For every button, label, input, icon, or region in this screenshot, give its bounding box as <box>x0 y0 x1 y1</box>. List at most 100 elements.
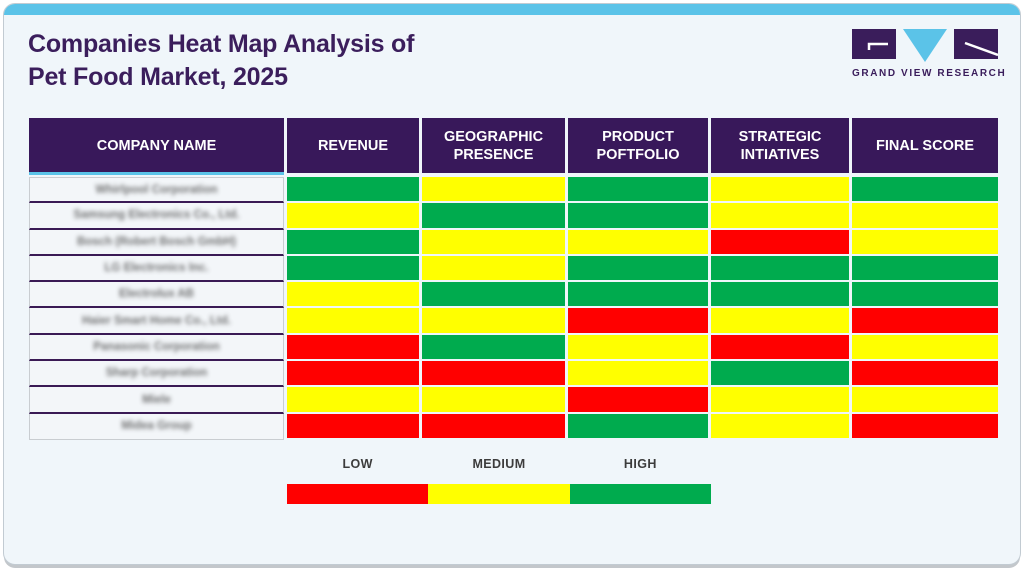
heat-swatch <box>711 255 849 281</box>
heat-swatch <box>852 229 998 254</box>
heat-swatch <box>568 387 708 412</box>
legend-label-medium: MEDIUM <box>472 457 526 471</box>
heat-swatch <box>852 308 998 333</box>
heat-swatch <box>852 282 998 307</box>
heat-swatch <box>287 255 419 281</box>
company-name-cell: Sharp Corporation <box>29 361 284 388</box>
heatmap-cell-high <box>568 203 708 229</box>
legend-label-low: LOW <box>342 457 373 471</box>
heatmap-cell-low <box>568 387 708 413</box>
heatmap-cell-high <box>711 255 849 282</box>
top-accent-bar <box>4 4 1020 15</box>
heatmap-cell-high <box>852 282 998 308</box>
heat-swatch <box>422 361 565 386</box>
table-row: LG Electronics Inc. <box>29 255 998 283</box>
heat-swatch <box>568 282 708 307</box>
legend-color-bar <box>287 484 711 504</box>
heat-swatch <box>852 203 998 228</box>
heat-swatch <box>568 413 708 438</box>
heat-swatch <box>711 282 849 307</box>
legend-labels: LOW MEDIUM HIGH <box>287 457 711 471</box>
heat-swatch <box>852 387 998 412</box>
heatmap-cell-low <box>568 308 708 334</box>
company-header-underline <box>29 172 284 175</box>
heatmap-cell-medium <box>711 387 849 413</box>
heat-swatch <box>287 334 419 360</box>
heatmap-cell-medium <box>422 255 565 282</box>
heat-swatch <box>568 229 708 254</box>
heat-swatch <box>287 387 419 412</box>
heatmap-cell-medium <box>852 229 998 256</box>
heat-swatch <box>711 361 849 386</box>
heat-swatch <box>711 387 849 412</box>
heat-swatch <box>568 255 708 281</box>
heatmap-cell-medium <box>422 229 565 256</box>
company-name-cell: Haier Smart Home Co., Ltd. <box>29 308 284 335</box>
heatmap-cell-medium <box>422 387 565 413</box>
heat-swatch <box>568 308 708 333</box>
heatmap-legend: LOW MEDIUM HIGH <box>287 457 711 504</box>
heatmap-cell-high <box>287 229 419 256</box>
company-name-cell: Electrolux AB <box>29 282 284 309</box>
heat-swatch <box>287 308 419 333</box>
heatmap-cell-low <box>287 334 419 361</box>
table-row: Haier Smart Home Co., Ltd. <box>29 308 998 335</box>
heat-swatch <box>422 229 565 254</box>
table-row: Samsung Electronics Co., Ltd. <box>29 203 998 230</box>
heatmap-cell-low <box>852 413 998 440</box>
heatmap-cell-low <box>422 413 565 440</box>
company-name-cell: Midea Group <box>29 413 284 440</box>
heat-swatch <box>287 177 419 202</box>
company-name-text: Haier Smart Home Co., Ltd. <box>82 314 231 327</box>
company-name-cell: Panasonic Corporation <box>29 334 284 362</box>
heatmap-cell-medium <box>422 177 565 203</box>
heatmap-cell-medium <box>422 308 565 334</box>
company-name-cell: Bosch (Robert Bosch GmbH) <box>29 229 284 256</box>
heat-swatch <box>852 177 998 202</box>
heatmap-cell-medium <box>568 229 708 256</box>
company-name-text: LG Electronics Inc. <box>104 262 209 275</box>
column-header-product-portfolio: PRODUCT POFTFOLIO <box>568 118 708 173</box>
company-name-text: Bosch (Robert Bosch GmbH) <box>76 235 237 248</box>
heat-swatch <box>287 203 419 228</box>
logo-text: GRAND VIEW RESEARCH <box>852 68 1007 79</box>
heat-swatch <box>287 413 419 438</box>
heatmap-cell-high <box>711 282 849 308</box>
heat-swatch <box>711 203 849 228</box>
heat-swatch <box>711 229 849 254</box>
page-title-line1: Companies Heat Map Analysis of <box>28 30 415 58</box>
heat-swatch <box>711 334 849 360</box>
heatmap-cell-low <box>287 413 419 440</box>
column-header-geographic-presence: GEOGRAPHIC PRESENCE <box>422 118 565 173</box>
heat-swatch <box>711 177 849 202</box>
heatmap-cell-high <box>852 177 998 203</box>
company-name-cell: Samsung Electronics Co., Ltd. <box>29 203 284 230</box>
heatmap-cell-low <box>287 361 419 387</box>
heat-swatch <box>422 255 565 281</box>
legend-swatch-low <box>287 484 429 504</box>
company-name-text: Electrolux AB <box>119 288 194 301</box>
column-header-final-score: FINAL SCORE <box>852 118 998 173</box>
heatmap-cell-high <box>422 203 565 229</box>
heatmap-cell-high <box>852 255 998 282</box>
heatmap-cell-high <box>287 255 419 282</box>
heatmap-cell-high <box>568 255 708 282</box>
heat-swatch <box>287 361 419 386</box>
table-row: Miele <box>29 387 998 414</box>
legend-label-high: HIGH <box>623 457 657 471</box>
heatmap-cell-high <box>711 361 849 387</box>
company-name-cell: Whirlpool Corporation <box>29 177 284 204</box>
heat-swatch <box>852 334 998 360</box>
heat-swatch <box>711 308 849 333</box>
report-card: Companies Heat Map Analysis of Pet Food … <box>3 3 1021 565</box>
heatmap-cell-medium <box>711 177 849 203</box>
column-header-revenue: REVENUE <box>287 118 419 173</box>
heatmap-rows: Whirlpool Corporation Samsung Electronics… <box>29 177 998 440</box>
company-name-text: Midea Group <box>121 420 192 433</box>
heatmap-cell-medium <box>287 203 419 229</box>
heatmap-cell-medium <box>287 282 419 308</box>
heatmap-cell-high <box>287 177 419 203</box>
heatmap-cell-high <box>422 282 565 308</box>
heat-swatch <box>852 413 998 438</box>
heatmap-cell-low <box>852 361 998 387</box>
